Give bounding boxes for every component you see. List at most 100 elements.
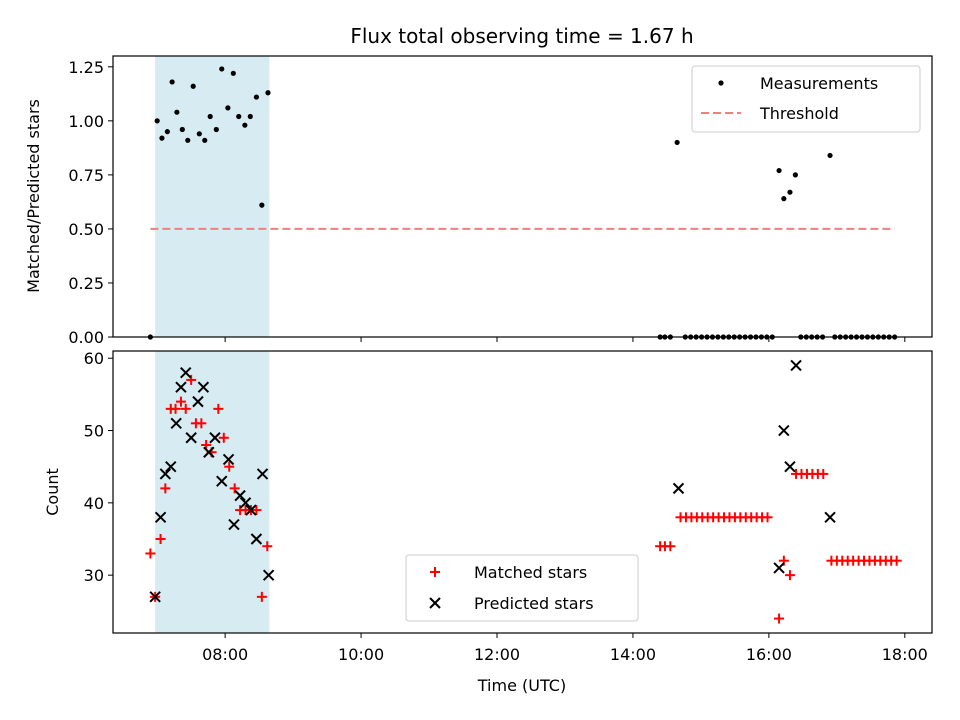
matched-star-point [774, 613, 785, 624]
measurement-point [213, 126, 219, 133]
predicted-star-point [778, 424, 790, 437]
top-y-tick-label: 0.25 [68, 274, 104, 293]
legend-matched-label: Matched stars [474, 563, 587, 582]
top-y-tick-label: 0.50 [68, 220, 104, 239]
measurement-point [827, 152, 833, 159]
bottom-axes-frame [112, 350, 933, 634]
measurement-point [174, 109, 180, 115]
bottom-y-axis-label: Count [43, 468, 62, 516]
matched-star-point [170, 403, 181, 414]
measurement-point [219, 66, 225, 72]
measurement-point [159, 135, 165, 141]
measurement-point [259, 202, 265, 208]
top-y-tick-label: 1.25 [68, 58, 104, 77]
predicted-star-point [209, 432, 221, 444]
matched-star-point [224, 461, 235, 472]
measurement-point [196, 131, 202, 137]
bottom-legend: Matched stars Predicted stars [405, 554, 639, 622]
measurement-point [185, 137, 191, 143]
predicted-star-point [165, 460, 177, 473]
measurement-point [164, 129, 170, 135]
measurement-point [781, 196, 787, 202]
predicted-star-point [256, 468, 269, 480]
predicted-star-point [228, 518, 240, 531]
predicted-star-point [824, 511, 836, 524]
measurement-point [787, 189, 793, 195]
predicted-star-point [262, 569, 275, 581]
legend-threshold-label: Threshold [759, 104, 839, 123]
legend-measurements-marker [718, 80, 724, 86]
predicted-star-point [784, 460, 796, 473]
predicted-star-point [234, 489, 246, 502]
predicted-star-point [203, 446, 215, 458]
matched-star-point [262, 541, 273, 552]
top-y-tick-label: 0.00 [68, 328, 104, 347]
bottom-panel: 30 40 50 60 08:00 10:00 12:00 14:00 16:00 18:00 C… [43, 349, 933, 695]
top-y-tick-label: 1.00 [68, 112, 104, 131]
matched-star-point [762, 512, 773, 523]
measurement-point [242, 122, 248, 128]
measurement-point [190, 83, 196, 89]
measurement-point [265, 90, 271, 96]
measurement-point [674, 139, 680, 146]
bottom-y-tick-label: 30 [84, 566, 104, 585]
x-axis-label: Time (UTC) [477, 676, 566, 695]
predicted-star-point [185, 432, 197, 444]
matched-star-point [196, 418, 207, 429]
predicted-star-point [672, 482, 685, 495]
x-tick-label: 14:00 [610, 645, 656, 664]
predicted-star-point [216, 475, 228, 487]
matched-star-point [160, 483, 171, 494]
x-tick-label: 10:00 [338, 645, 384, 664]
bottom-y-tick-label: 50 [84, 422, 104, 441]
predicted-star-point [159, 468, 172, 480]
x-tick-label: 08:00 [202, 645, 248, 664]
predicted-star-point [149, 591, 161, 603]
predicted-star-point [175, 381, 187, 393]
predicted-star-point [192, 395, 204, 408]
measurement-point [776, 167, 782, 174]
legend-predicted-label: Predicted stars [474, 594, 594, 613]
matched-star-point [186, 374, 197, 385]
measurement-point [230, 70, 236, 76]
matched-star-point [175, 396, 186, 407]
x-tick-label: 12:00 [474, 645, 520, 664]
bottom-y-tick-label: 40 [84, 494, 104, 513]
measurement-point [207, 113, 213, 120]
top-y-tick-label: 0.75 [68, 166, 104, 185]
matched-star-point [155, 534, 166, 544]
top-axes-frame [112, 55, 933, 338]
top-panel: 0.00 0.25 0.50 0.75 1.00 1.25 Matched/Predict… [24, 55, 933, 347]
matched-star-point [229, 483, 240, 494]
measurement-point [792, 172, 798, 178]
predicted-star-point [170, 417, 182, 430]
legend-matched-marker [430, 567, 440, 577]
measurement-point [225, 105, 231, 111]
measurement-point [236, 113, 242, 120]
predicted-star-point [154, 511, 167, 524]
measurement-point [202, 137, 208, 143]
matched-star-point [213, 403, 224, 414]
bottom-observing-window [155, 351, 270, 633]
top-observing-window [155, 56, 270, 337]
matched-star-point [218, 432, 229, 443]
x-tick-label: 18:00 [882, 645, 928, 664]
matched-star-point [818, 468, 829, 479]
measurement-point [247, 113, 253, 120]
predicted-star-point [239, 497, 252, 509]
predicted-star-point [773, 562, 785, 574]
measurement-point [253, 94, 260, 100]
measurement-point [154, 118, 160, 124]
matched-star-point [180, 403, 191, 414]
legend-measurements-label: Measurements [760, 74, 878, 93]
measurement-point [179, 126, 185, 133]
matched-star-point [784, 570, 795, 581]
predicted-star-point [790, 359, 802, 372]
predicted-star-point [245, 504, 257, 516]
matched-star-point [665, 541, 676, 552]
matched-star-point [891, 555, 902, 566]
top-legend: Measurements Threshold [691, 65, 921, 133]
legend-predicted-marker [429, 597, 441, 609]
x-tick-label: 16:00 [746, 645, 792, 664]
